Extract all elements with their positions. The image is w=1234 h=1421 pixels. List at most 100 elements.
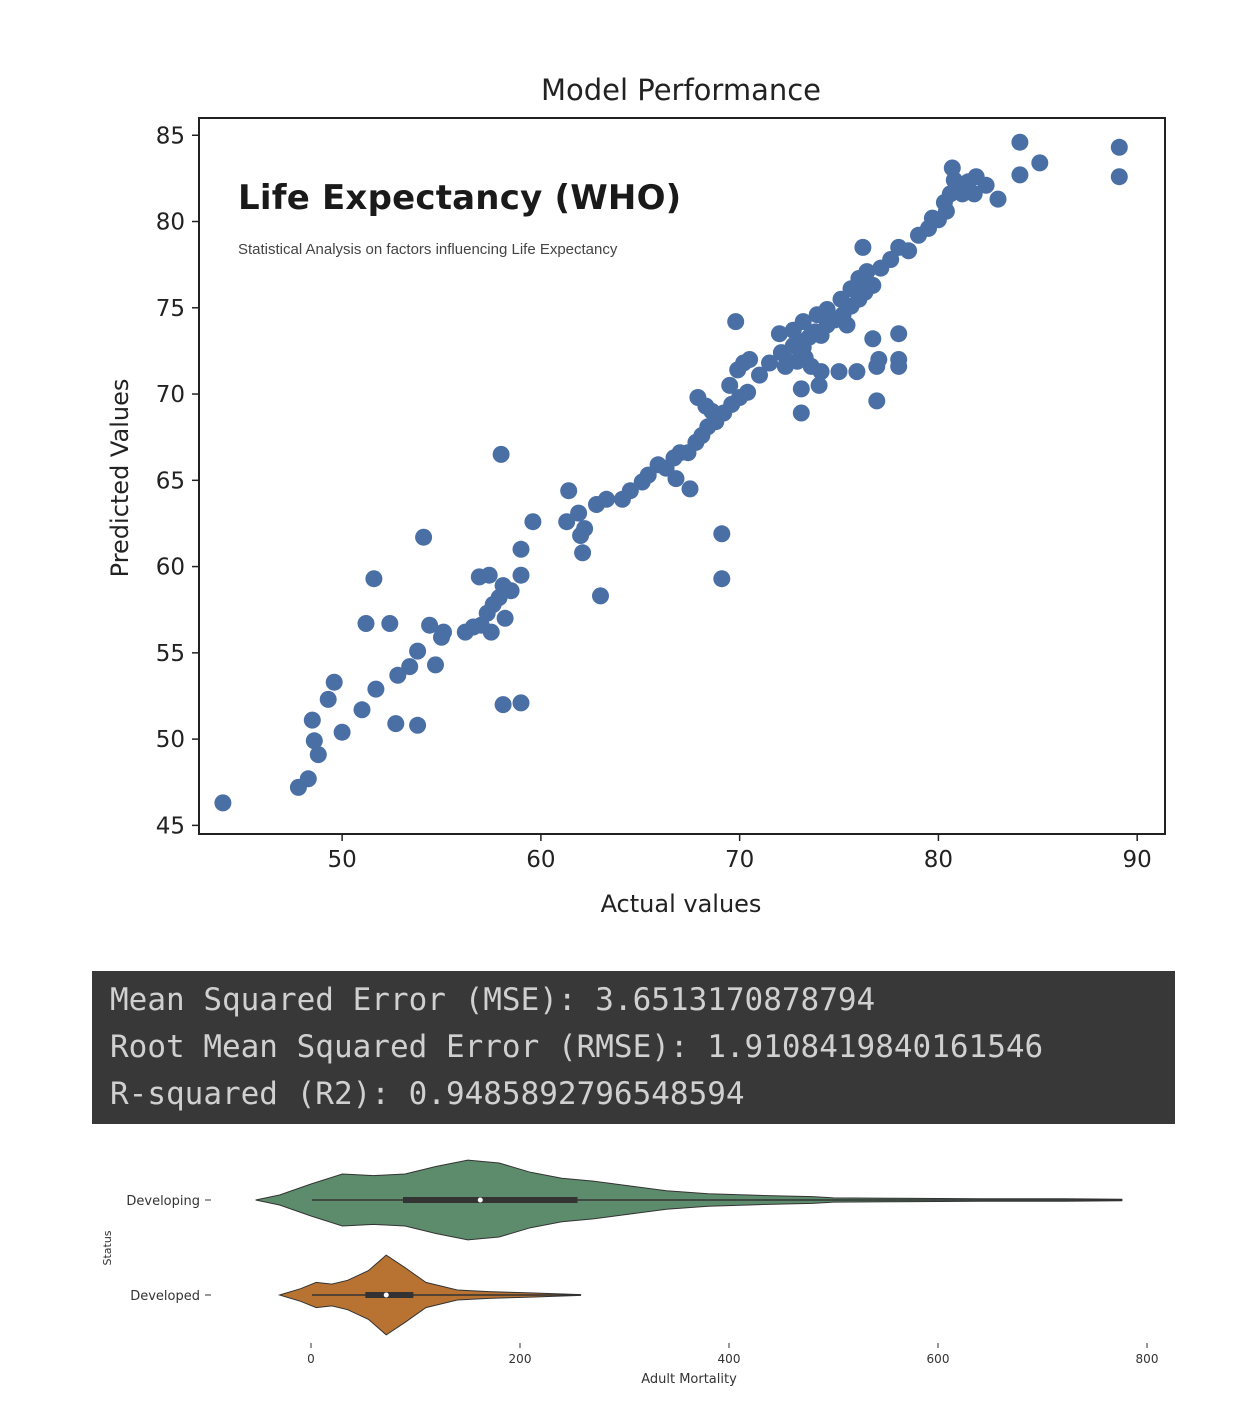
data-point — [560, 482, 578, 500]
data-point — [923, 209, 941, 227]
data-point — [305, 732, 323, 750]
data-point — [621, 482, 639, 500]
violin-x-axis-label: Adult Mortality — [641, 1372, 737, 1387]
y-tick-label: 45 — [156, 813, 185, 839]
violin-x-ticks: 0 200 400 600 800 — [307, 1343, 1158, 1366]
data-point — [882, 251, 900, 268]
data-point — [357, 615, 375, 632]
data-point — [667, 470, 685, 488]
data-point — [812, 363, 830, 381]
y-axis-ticks: 45 50 55 60 65 70 75 80 85 — [156, 123, 199, 839]
data-point — [818, 301, 836, 318]
data-point — [365, 570, 383, 588]
data-point — [681, 480, 699, 498]
violin-category-labels: Developing Developed — [126, 1194, 211, 1304]
overlay-title: Life Expectancy (WHO) — [238, 178, 682, 218]
data-point — [492, 445, 510, 463]
x-tick-label: 80 — [924, 847, 953, 873]
data-point — [496, 609, 514, 627]
x-tick-label: 60 — [526, 847, 555, 873]
x-tick-label: 90 — [1123, 847, 1152, 873]
data-point — [770, 325, 788, 343]
data-point — [1031, 154, 1049, 172]
data-point — [570, 504, 588, 522]
data-point — [721, 376, 739, 394]
data-point — [697, 397, 715, 415]
data-point — [751, 366, 768, 384]
scatter-points — [214, 133, 1128, 812]
data-point — [435, 623, 452, 641]
data-point — [572, 527, 590, 544]
data-point — [353, 701, 371, 719]
data-point — [794, 313, 812, 331]
rmse-line: Root Mean Squared Error (RMSE): 1.910841… — [110, 1029, 1044, 1065]
y-tick-label: 75 — [156, 296, 185, 322]
data-point — [868, 392, 886, 410]
data-point — [427, 656, 444, 674]
violin-x-tick-label: 600 — [927, 1352, 950, 1366]
violin-category-label: Developed — [130, 1289, 200, 1304]
data-point — [415, 528, 433, 546]
data-point — [727, 313, 745, 331]
data-point — [333, 723, 351, 741]
metrics-output-panel: Mean Squared Error (MSE): 3.651317087879… — [92, 971, 1175, 1124]
violin-median — [477, 1197, 483, 1203]
data-point — [792, 404, 810, 422]
violin-y-axis-label: Status — [101, 1230, 114, 1265]
overlay-subtitle: Statistical Analysis on factors influenc… — [238, 241, 618, 258]
data-point — [381, 615, 399, 632]
violin-category-label: Developing — [126, 1194, 200, 1209]
data-point — [299, 770, 317, 788]
data-point — [325, 673, 343, 691]
data-point — [303, 711, 321, 729]
data-point — [864, 276, 882, 294]
data-point — [574, 544, 592, 562]
data-point — [214, 794, 232, 812]
y-tick-label: 50 — [156, 727, 185, 753]
chart-title: Model Performance — [541, 73, 821, 107]
data-point — [502, 582, 520, 600]
x-axis-ticks: 50 60 70 80 90 — [327, 834, 1152, 873]
data-point — [409, 716, 427, 734]
y-tick-label: 80 — [156, 210, 185, 236]
mse-line: Mean Squared Error (MSE): 3.651317087879… — [110, 982, 876, 1018]
data-point — [319, 690, 337, 708]
y-axis-label: Predicted Values — [106, 379, 134, 578]
data-point — [741, 351, 759, 368]
data-point — [848, 363, 866, 381]
data-point — [953, 185, 971, 203]
violin-chart: Developing Developed 0 200 400 600 800 Adult … — [101, 1159, 1158, 1387]
data-point — [482, 623, 500, 641]
data-point — [713, 525, 731, 543]
data-point — [890, 357, 908, 375]
data-point — [989, 190, 1007, 208]
x-axis-label: Actual values — [601, 890, 762, 918]
data-point — [367, 680, 385, 698]
data-point — [387, 715, 405, 733]
data-point — [977, 176, 995, 194]
x-tick-label: 70 — [725, 847, 754, 873]
y-tick-label: 65 — [156, 468, 185, 494]
data-point — [592, 587, 609, 605]
data-point — [1110, 168, 1128, 186]
violin-x-tick-label: 0 — [307, 1352, 315, 1366]
data-point — [943, 159, 961, 177]
data-point — [900, 242, 918, 260]
data-point — [512, 694, 530, 712]
data-point — [810, 376, 828, 394]
data-point — [1110, 138, 1128, 156]
violin-bodies — [255, 1159, 1123, 1336]
y-tick-label: 85 — [156, 123, 185, 149]
violin-x-tick-label: 800 — [1136, 1352, 1159, 1366]
data-point — [309, 746, 327, 764]
data-point — [480, 566, 498, 584]
data-point — [965, 185, 983, 203]
data-point — [858, 263, 876, 281]
data-point — [389, 666, 407, 684]
data-point — [558, 513, 576, 531]
data-point — [713, 570, 731, 588]
r2-line: R-squared (R2): 0.9485892796548594 — [110, 1076, 745, 1112]
data-point — [830, 363, 848, 381]
data-point — [401, 658, 419, 676]
data-point — [838, 316, 856, 334]
